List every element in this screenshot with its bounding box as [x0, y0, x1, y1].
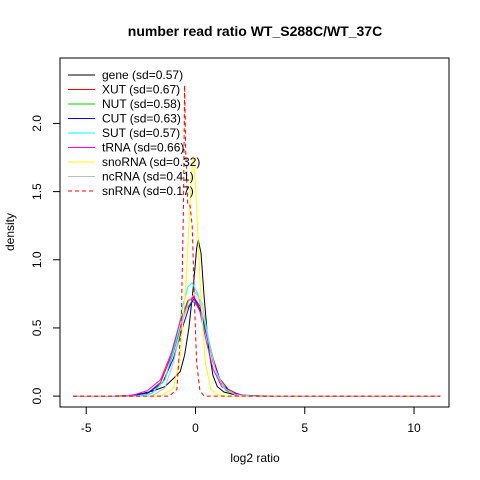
series-line-snorna — [73, 157, 441, 397]
y-axis: 0.0 0.5 1.0 1.5 2.0 — [30, 115, 61, 404]
legend-label-snorna: snoRNA (sd=0.32) — [102, 155, 200, 169]
x-tick-label: 0 — [192, 421, 199, 435]
legend-label-gene: gene (sd=0.57) — [102, 68, 183, 82]
density-curves — [73, 85, 441, 397]
legend-label-ncrna: ncRNA (sd=0.41) — [102, 170, 194, 184]
x-tick-label: -5 — [81, 421, 92, 435]
y-tick-label: 0.5 — [30, 319, 44, 336]
series-line-cut — [73, 296, 441, 397]
series-line-gene — [73, 239, 441, 397]
y-tick-label: 1.5 — [30, 183, 44, 200]
series-line-xut — [73, 295, 441, 397]
legend-label-snrna: snRNA (sd=0.17) — [102, 184, 194, 198]
legend-label-trna: tRNA (sd=0.66) — [102, 141, 184, 155]
y-tick-label: 2.0 — [30, 115, 44, 132]
x-axis-label: log2 ratio — [230, 451, 280, 465]
y-axis-label: density — [3, 213, 17, 251]
y-tick-label: 0.0 — [30, 387, 44, 404]
series-line-trna — [73, 297, 441, 397]
legend-label-cut: CUT (sd=0.63) — [102, 112, 181, 126]
legend-label-sut: SUT (sd=0.57) — [102, 126, 180, 140]
chart-title: number read ratio WT_S288C/WT_37C — [128, 23, 382, 39]
x-tick-label: 5 — [301, 421, 308, 435]
x-tick-label: 10 — [407, 421, 421, 435]
series-line-nut — [73, 299, 441, 397]
series-line-snrna — [73, 85, 441, 397]
legend: gene (sd=0.57)XUT (sd=0.67)NUT (sd=0.58)… — [68, 68, 200, 198]
series-line-sut — [73, 282, 441, 397]
x-axis: -5 0 5 10 — [81, 406, 421, 435]
legend-label-xut: XUT (sd=0.67) — [102, 83, 180, 97]
series-line-ncrna — [73, 291, 441, 397]
y-tick-label: 1.0 — [30, 251, 44, 268]
legend-label-nut: NUT (sd=0.58) — [102, 97, 181, 111]
